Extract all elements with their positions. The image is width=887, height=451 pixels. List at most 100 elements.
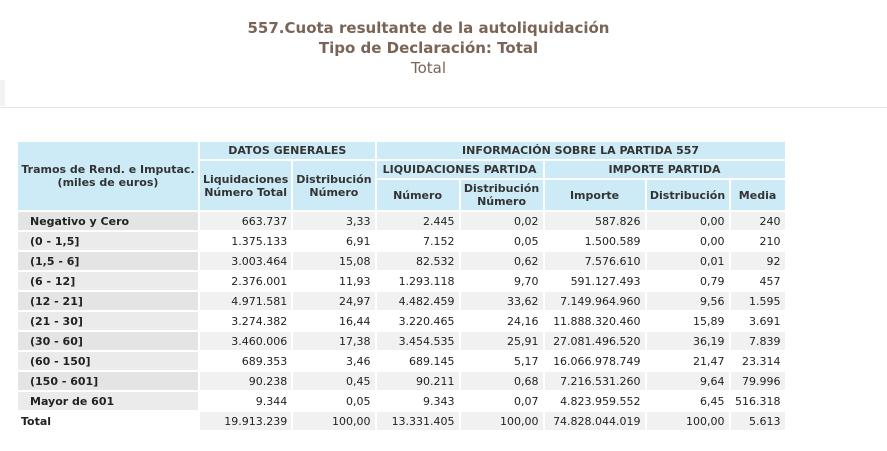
cell: 0,00 xyxy=(646,212,729,230)
cell: 3,33 xyxy=(293,212,375,230)
cell: 16,44 xyxy=(339,314,371,328)
cell: 516.318 xyxy=(735,394,781,408)
cell: 13.331.405 xyxy=(376,412,459,430)
cell: 100,00 xyxy=(460,412,543,430)
row-label: (6 - 12] xyxy=(18,272,198,290)
cell: 9.343 xyxy=(423,394,455,408)
cell: 0,02 xyxy=(460,212,543,230)
cell: 210 xyxy=(759,234,781,248)
cell: 90.211 xyxy=(376,372,459,390)
table-row: Negativo y Cero 663.737 3,33 2.445 0,02 587.8… xyxy=(18,212,785,230)
table-row: (60 - 150] 689.353 3,46 689.145 5,17 16.066.9… xyxy=(18,352,785,370)
column-header: Distribución Número xyxy=(293,161,375,210)
cell: 92 xyxy=(730,252,785,270)
column-header: Número xyxy=(376,180,459,210)
table-row: (0 - 1,5] 1.375.133 6,91 7.152 0,05 1.500.589… xyxy=(18,232,785,250)
row-label: (12 - 21] xyxy=(18,292,198,310)
table-row: Total 19.913.239 100,00 13.331.405 100,00 74.… xyxy=(18,412,785,430)
subtitle: Tipo de Declaración: Total xyxy=(318,39,539,57)
cell: 3.274.382 xyxy=(231,314,288,328)
cell: 663.737 xyxy=(200,212,292,230)
row-label: (150 - 601] xyxy=(18,372,198,390)
cell: 0,00 xyxy=(700,234,725,248)
cell: 19.913.239 xyxy=(200,412,292,430)
row-label: (60 - 150] xyxy=(18,352,198,370)
cell: 0,05 xyxy=(346,394,371,408)
cell: 21,47 xyxy=(693,354,725,368)
cell: 24,97 xyxy=(293,292,375,310)
cell: 7.839 xyxy=(730,332,785,350)
cell: 3.691 xyxy=(749,314,781,328)
table-row: (12 - 21] 4.971.581 24,97 4.482.459 33,62 7.1… xyxy=(18,292,785,310)
cell: 9,64 xyxy=(646,372,729,390)
cell: 7.576.610 xyxy=(544,252,645,270)
column-header: Distribución Número xyxy=(460,180,543,210)
column-header: Media xyxy=(730,180,785,210)
cell: 7.149.964.960 xyxy=(544,292,645,310)
cell: 240 xyxy=(730,212,785,230)
cell: 0,45 xyxy=(293,372,375,390)
cell: 9,56 xyxy=(646,292,729,310)
cell: 3.454.535 xyxy=(376,332,459,350)
cell: 9.344 xyxy=(255,394,288,408)
row-label: (0 - 1,5] xyxy=(18,232,198,250)
cell: 33,62 xyxy=(460,292,543,310)
table-row: Mayor de 601 9.344 0,05 9.343 0,07 4.823.959.… xyxy=(18,392,785,410)
cell: 24,16 xyxy=(507,314,539,328)
cell: 2.376.001 xyxy=(231,274,288,288)
cell: 2.445 xyxy=(376,212,459,230)
cell: 1.595 xyxy=(730,292,785,310)
column-header: Distribución xyxy=(646,180,729,210)
cell: 4.482.459 xyxy=(376,292,459,310)
row-label: Mayor de 601 xyxy=(18,392,198,410)
cell: 15,08 xyxy=(293,252,375,270)
cell: 3.220.465 xyxy=(398,314,455,328)
cell: 16.066.978.749 xyxy=(553,354,641,368)
cell: 3.460.006 xyxy=(200,332,292,350)
subsubtitle: Total xyxy=(410,59,447,77)
row-header: Tramos de Rend. e Imputac. (miles de eur… xyxy=(18,142,198,210)
cell: 4.971.581 xyxy=(200,292,292,310)
cell: 6,45 xyxy=(700,394,725,408)
cell: 0,62 xyxy=(460,252,543,270)
cell: 5.613 xyxy=(730,412,785,430)
title: 557.Cuota resultante de la autoliquidaci… xyxy=(247,19,610,37)
cell: 457 xyxy=(759,274,781,288)
cell: 74.828.044.019 xyxy=(544,412,645,430)
cell: 15,89 xyxy=(693,314,725,328)
cell: 25,91 xyxy=(460,332,543,350)
cell: 100,00 xyxy=(293,412,375,430)
cell: 1.375.133 xyxy=(231,234,288,248)
cell: 587.826 xyxy=(544,212,645,230)
cell: 0,01 xyxy=(646,252,729,270)
cell: 7.216.531.260 xyxy=(544,372,645,390)
row-label: (1,5 - 6] xyxy=(18,252,198,270)
subgroup-header: LIQUIDACIONES PARTIDA xyxy=(376,161,543,178)
cell: 0,07 xyxy=(514,394,539,408)
cell: 82.532 xyxy=(376,252,459,270)
cell: 23.314 xyxy=(742,354,781,368)
cell: 1.293.118 xyxy=(398,274,455,288)
row-label: Total xyxy=(18,412,198,430)
cell: 1.500.589 xyxy=(584,234,641,248)
table-row: (150 - 601] 90.238 0,45 90.211 0,68 7.216.531… xyxy=(18,372,785,390)
column-header: Liquidaciones Número Total xyxy=(200,161,292,210)
cell: 7.152 xyxy=(423,234,455,248)
cell: 9,70 xyxy=(514,274,539,288)
cell: 3,46 xyxy=(346,354,371,368)
table-row: (1,5 - 6] 3.003.464 15,08 82.532 0,62 7.576.6… xyxy=(18,252,785,270)
cell: 11,93 xyxy=(339,274,371,288)
group-header: DATOS GENERALES xyxy=(200,142,375,159)
cell: 36,19 xyxy=(646,332,729,350)
cell: 27.081.496.520 xyxy=(544,332,645,350)
cell: 4.823.959.552 xyxy=(560,394,641,408)
cell: 689.353 xyxy=(241,354,288,368)
cell: 0,05 xyxy=(514,234,539,248)
group-header: INFORMACIÓN SOBRE LA PARTIDA 557 xyxy=(376,142,785,159)
cell: 6,91 xyxy=(346,234,371,248)
cell: 17,38 xyxy=(293,332,375,350)
cell: 11.888.320.460 xyxy=(553,314,641,328)
data-table: Tramos de Rend. e Imputac. (miles de eur… xyxy=(16,140,787,432)
cell: 689.145 xyxy=(409,354,455,368)
